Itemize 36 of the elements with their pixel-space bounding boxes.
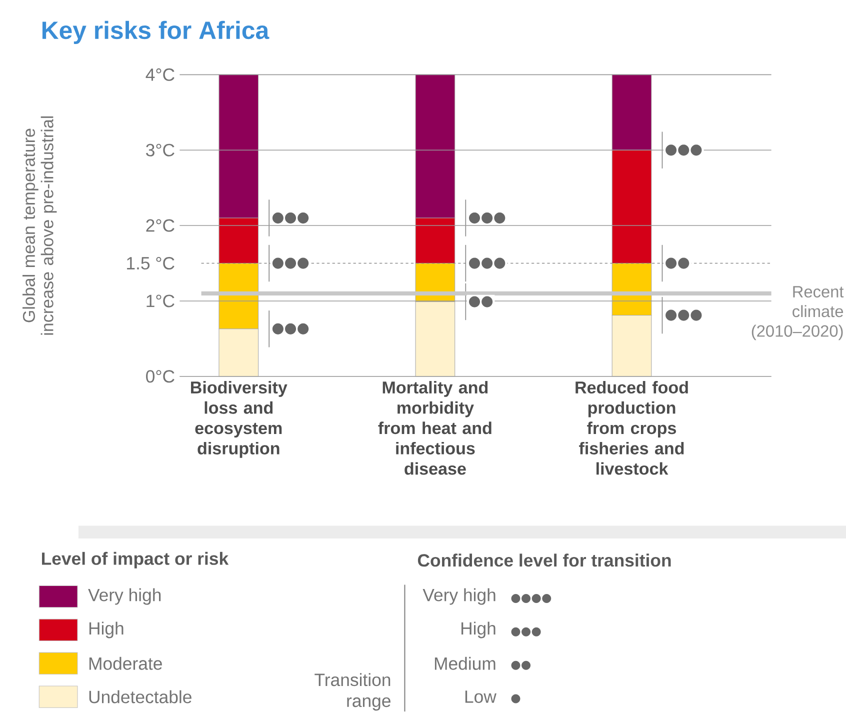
annotation: ●●: [469, 296, 493, 308]
annotation: ●●●: [469, 258, 506, 269]
text: Medium: [434, 656, 496, 670]
text: High: [461, 622, 496, 638]
legend-label: Undetectable: [89, 690, 192, 704]
x-tick-label: Mortality and morbidity from heat and infectious disease: [378, 380, 492, 475]
y-axis-title: Global mean temperature increase above pre-industrial: [22, 116, 57, 335]
text: ●●●: [511, 627, 541, 636]
annotation: ●●●: [666, 144, 702, 156]
annotation: ●●: [666, 258, 690, 269]
chart-title: Key risks for Africa: [42, 20, 270, 44]
legend-label: High: [89, 622, 124, 638]
legend-label: Very high: [88, 588, 161, 605]
y-tick-label: 4°C: [146, 68, 174, 81]
y-tick-label: 1.5 °C: [127, 256, 174, 270]
y-tick-label: 1°C: [146, 294, 174, 308]
text: ●: [511, 694, 520, 704]
x-tick-label: Biodiversity loss and ecosystem disruption: [191, 380, 288, 458]
text: Confidence level for transition: [418, 554, 671, 567]
y-tick-label: 2°C: [146, 219, 174, 232]
text: Transition range: [314, 672, 390, 710]
annotation: ●●●: [272, 258, 309, 269]
annotation: ●●●: [272, 212, 309, 224]
annotation: ●●●: [272, 323, 309, 334]
text: Low: [465, 690, 496, 703]
legend-title: Level of impact or risk: [42, 552, 229, 568]
text: ●●●●: [511, 594, 552, 603]
annotation: ●●●: [666, 310, 702, 321]
x-tick-label: Reduced food production from crops fisheries and livestock: [576, 380, 688, 475]
text: ●●: [511, 660, 531, 670]
text: Very high: [422, 588, 496, 605]
y-tick-label: 3°C: [146, 144, 174, 156]
y-tick-label: 0°C: [146, 370, 174, 383]
legend-label: Moderate: [89, 656, 162, 670]
ref-line-label: Recent climate (2010–2020): [752, 286, 844, 340]
annotation: ●●●: [469, 212, 506, 224]
